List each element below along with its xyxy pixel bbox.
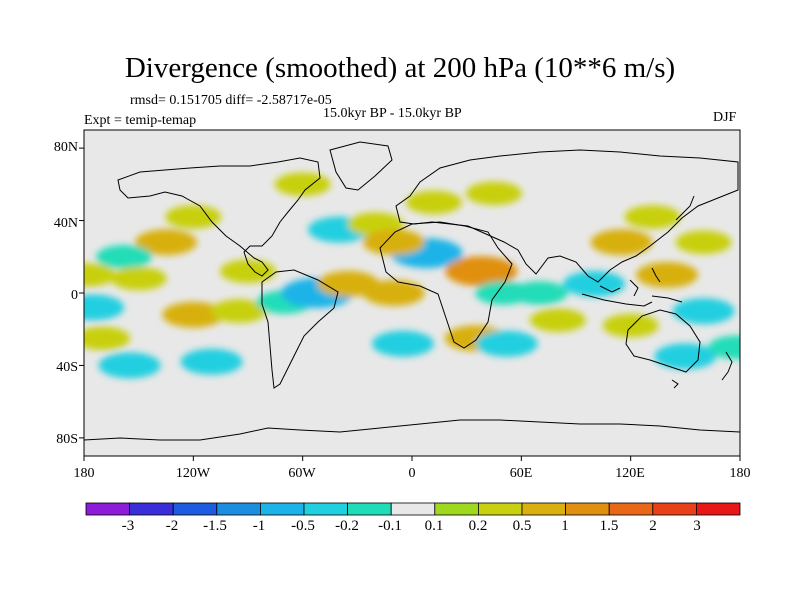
coastline-new-zealand [721,351,733,381]
colorbar-label: -0.2 [335,518,359,534]
lon-tick-label: 60W [288,466,316,481]
coastline-japan [651,195,695,283]
colorbar-swatch [303,502,348,516]
chart-title: Divergence (smoothed) at 200 hPa (10**6 … [124,52,676,84]
colorbar-swatch [129,502,174,516]
colorbar-label: 1.5 [599,518,619,534]
anomaly-blob [84,326,131,351]
coastline-eurasia [395,149,739,283]
anomaly-blob [563,270,626,297]
coastline-north-america [117,157,321,277]
colorbar-swatch [696,502,741,516]
anomaly-blob [362,229,425,256]
colorbar-swatch [347,502,392,516]
coastline-antarctica [84,419,740,441]
coastline-australia [625,309,701,389]
coastline-greenland [329,141,393,191]
coastline-south-america [261,269,339,389]
anomaly-blob [96,244,153,269]
anomaly-blob [636,261,699,288]
anomaly-blob [672,298,735,325]
coastlines [84,141,740,441]
anomaly-blob [135,229,197,256]
colorbar-label: -3 [121,518,135,534]
colorbar-swatch [565,502,610,516]
expt-label: Expt = temip-temap [84,113,197,128]
period-label: 15.0kyr BP - 15.0kyr BP [323,106,462,121]
anomaly-blob [362,280,425,306]
anomaly-blob [590,229,653,256]
anomaly-blob [405,190,462,215]
anomaly-blob [165,205,222,229]
lat-tick-label: 80S [56,432,78,447]
colorbar-swatch [172,502,218,516]
anomaly-blob [445,256,518,287]
lon-tick-label: 60E [509,466,533,481]
lat-tick-label: 40N [53,216,78,231]
colorbar-label: -1 [252,518,266,534]
colorbar-label: -1.5 [203,518,227,534]
anomaly-blob [529,308,586,333]
colorbar-swatch [608,502,654,516]
lon-tick-label: 120W [175,466,211,481]
coastline-africa [379,221,513,349]
colorbar-label: 0.5 [512,518,532,534]
lon-tick-label: 180 [729,466,751,481]
colorbar-label: -0.5 [291,518,315,534]
colorbar [85,502,741,516]
lat-tick-label: 80N [53,140,78,155]
lon-tick-label: 0 [408,466,416,481]
colorbar-swatch [521,502,566,516]
anomaly-blob [220,259,276,284]
anomaly-blob [274,172,331,197]
colorbar-label: -0.1 [378,518,402,534]
lon-tick-label: 120E [615,466,645,481]
anomaly-blob [84,263,116,287]
colorbar-swatch [477,502,523,516]
lat-tick-label: 0 [71,288,78,303]
colorbar-label: -2 [165,518,179,534]
season-label: DJF [713,110,737,125]
anomaly-blob [602,313,659,338]
stats-label: rmsd= 0.151705 diff= -2.58717e-05 [130,93,332,108]
colorbar-swatch [259,502,305,516]
anomaly-blob [654,343,717,370]
anomaly-blob [162,301,225,328]
anomaly-blob [466,181,522,206]
colorbar-label: 1 [561,518,569,534]
anomaly-blob [708,335,740,360]
anomaly-blob [110,266,167,291]
colorbar-label: 0.1 [424,518,444,534]
coastline-maritime-continent [581,279,683,307]
colorbar-label: 0.2 [468,518,488,534]
colorbar-swatch [434,502,479,516]
axis-ticks [79,147,741,461]
anomaly-blob [180,348,243,375]
colorbar-swatch [652,502,697,516]
anomaly-blob [675,230,732,255]
anomaly-blob [475,330,538,357]
colorbar-swatch [390,502,436,516]
colorbar-swatch [216,502,261,516]
anomaly-blob [84,294,125,321]
lat-tick-label: 40S [56,360,78,375]
anomaly-blob [371,330,434,357]
anomaly-blob [624,205,681,229]
colorbar-label: 3 [693,518,701,534]
anomaly-blob [511,281,568,305]
anomaly-blob [98,352,161,379]
anomaly-blob [210,299,267,323]
anomaly-layer [84,172,740,379]
lon-tick-label: 180 [73,466,95,481]
colorbar-swatch [85,502,130,516]
colorbar-label: 2 [649,518,657,534]
